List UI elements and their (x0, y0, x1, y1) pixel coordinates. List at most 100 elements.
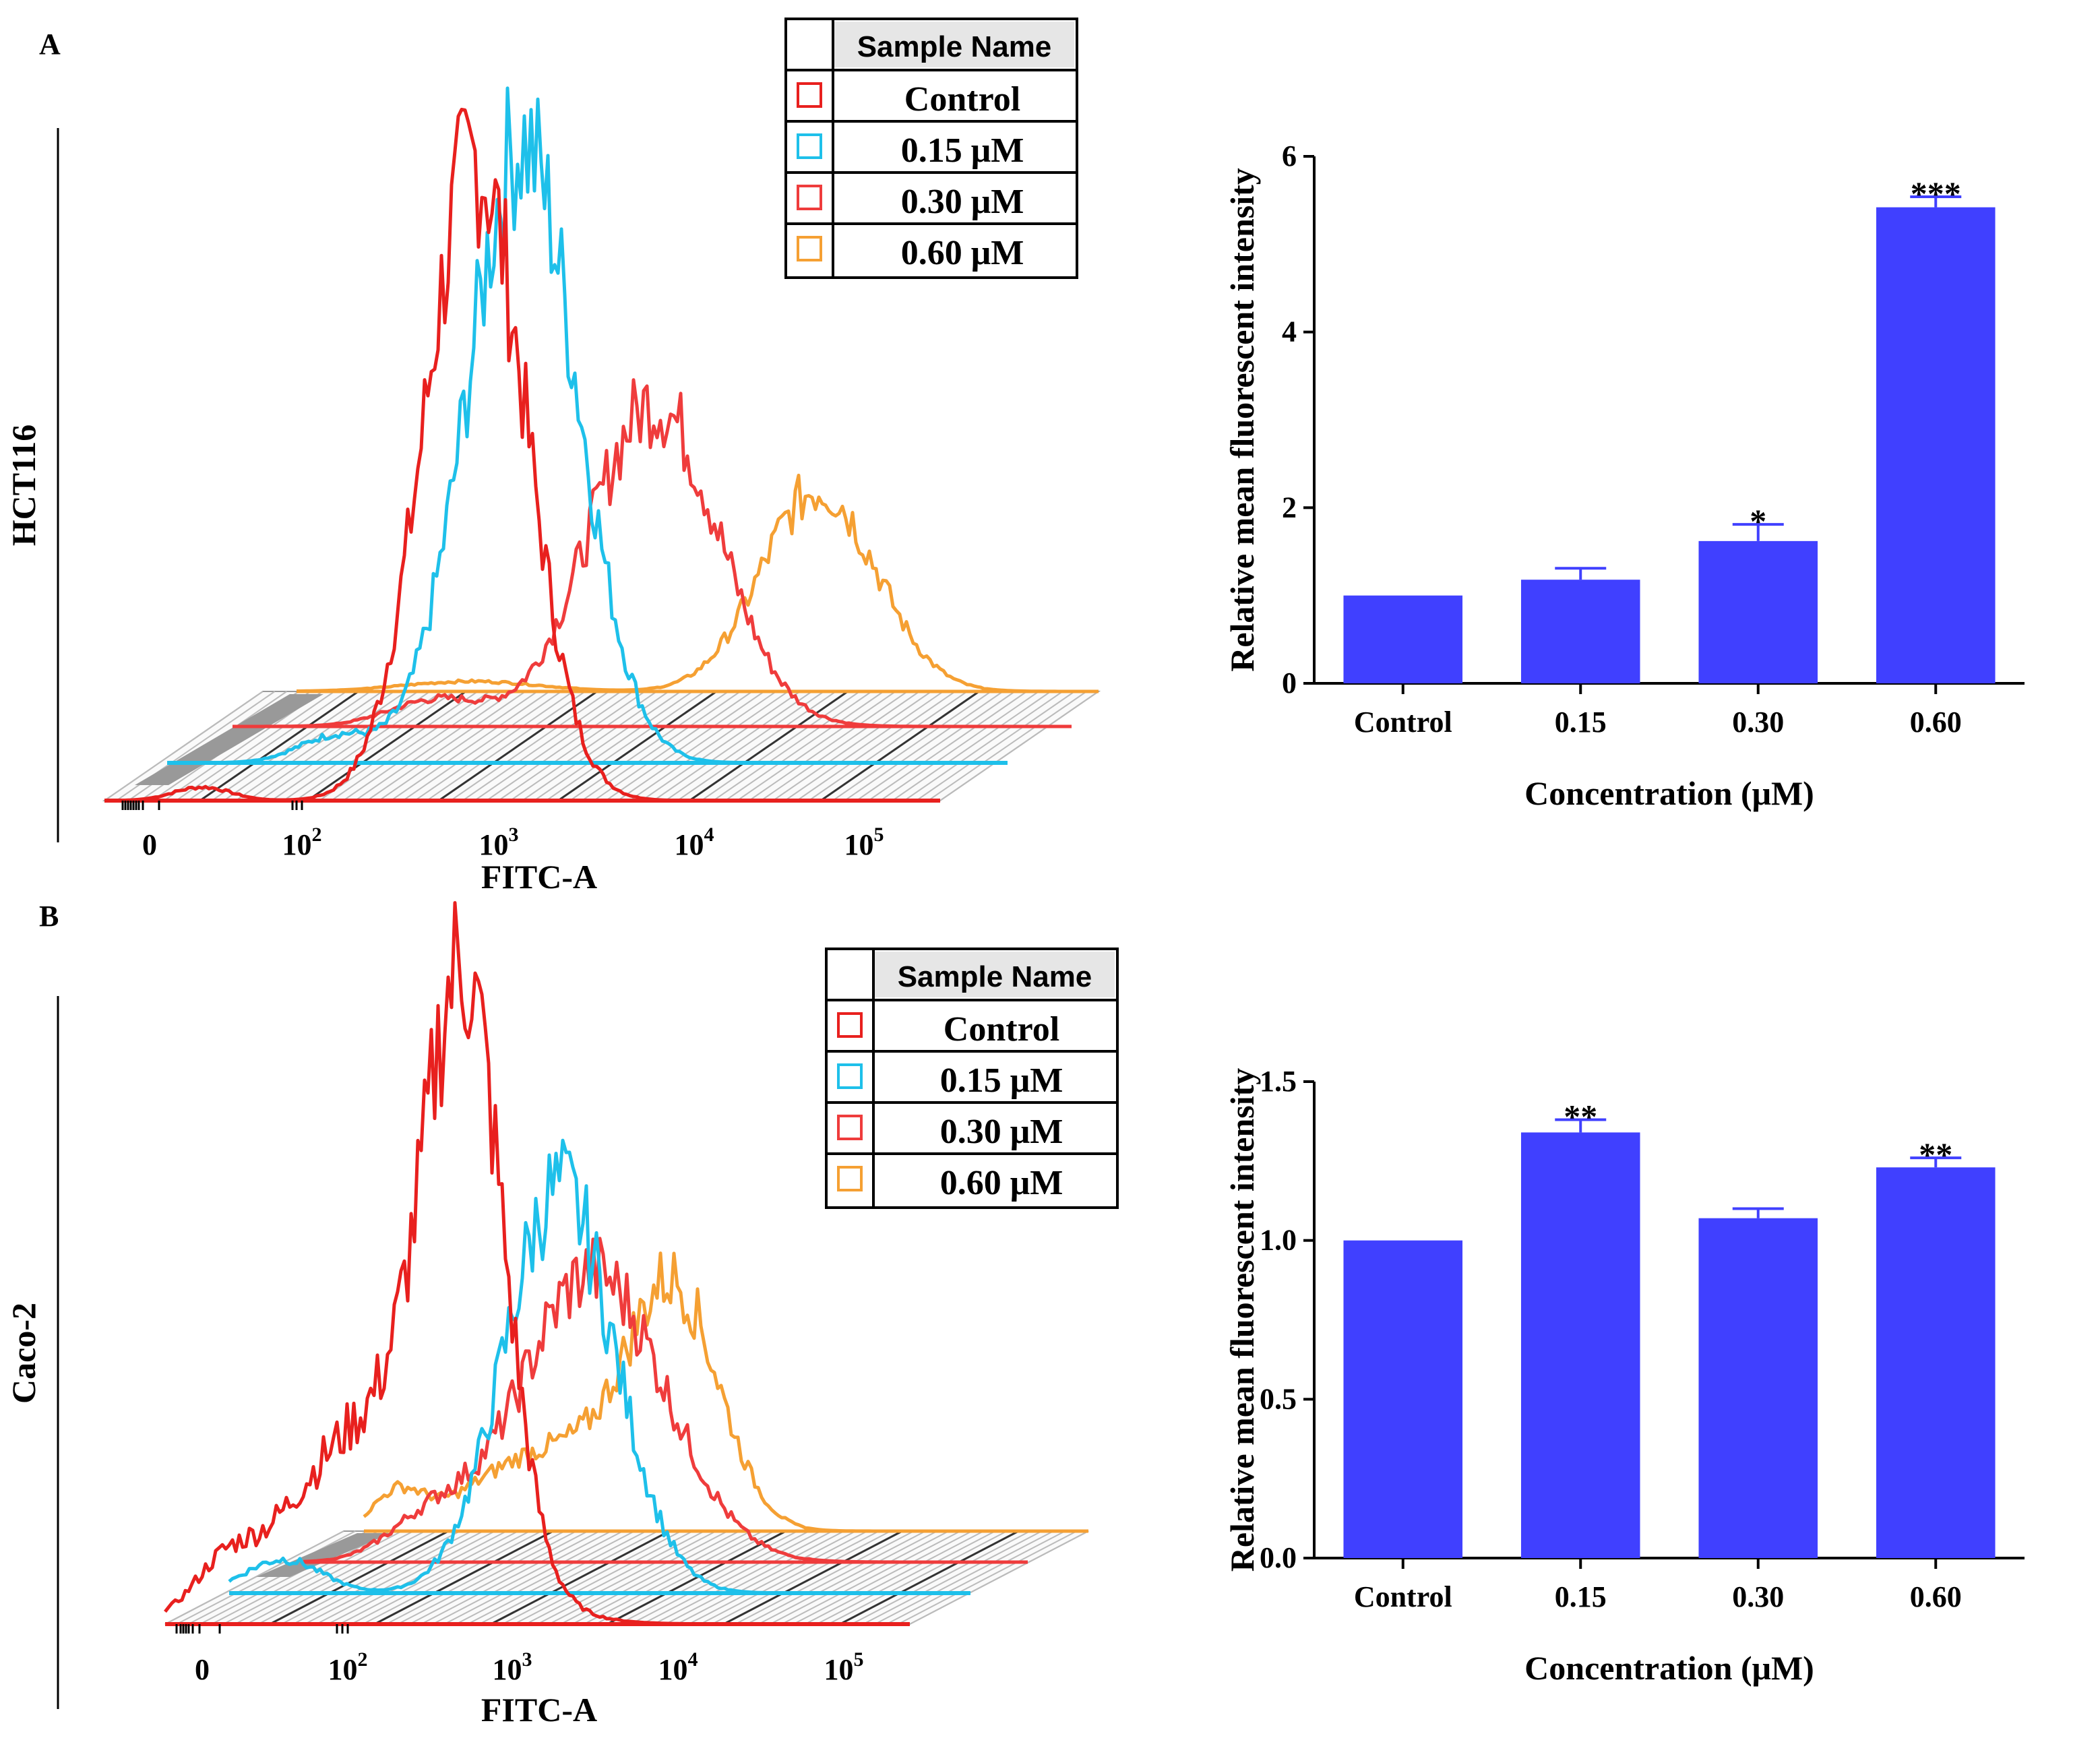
floor-line (367, 691, 526, 801)
histogram-trace-0-60 (297, 473, 1099, 693)
floor-line (781, 1530, 961, 1625)
floor-line (630, 1530, 810, 1625)
panel-letter: A (39, 28, 61, 61)
floor-line (246, 1530, 426, 1625)
floor-line (363, 1530, 542, 1625)
floor-line (904, 691, 1063, 801)
floor-line (557, 690, 717, 802)
legend-header: Sample Name (898, 960, 1092, 993)
floor-line (642, 1530, 822, 1625)
floor-line (342, 691, 502, 801)
floor-line (844, 691, 1003, 801)
floor-line (350, 1530, 530, 1625)
floor-line (832, 691, 992, 801)
floor-line (211, 691, 371, 801)
y-tick-label: 0.0 (1260, 1541, 1297, 1574)
floor-grid (104, 690, 1099, 802)
bar-x-label: Concentration (μM) (1524, 1649, 1814, 1687)
tick-0: 0 (142, 828, 157, 861)
floor-line (735, 1530, 915, 1625)
floor-line (569, 691, 729, 801)
floor-line (402, 691, 562, 801)
floor-line (629, 691, 789, 801)
floor-line (222, 1530, 402, 1625)
x-tick-label: Control (1354, 706, 1452, 739)
legend-label-0-30: 0.30 μM (940, 1113, 1063, 1151)
tick-10-4: 104 (675, 824, 714, 861)
histogram-trace-control (164, 901, 910, 1626)
y-tick-label: 1.5 (1260, 1065, 1297, 1098)
histogram-trace-0-15 (228, 1138, 970, 1595)
bar (1698, 1218, 1818, 1558)
floor-line (746, 1530, 926, 1625)
floor-line (339, 1530, 519, 1625)
floor-line (712, 691, 872, 801)
x-tick-label: 0.60 (1910, 706, 1962, 739)
floor-line (164, 1530, 344, 1625)
floor-line (378, 691, 538, 801)
tick-10-3: 103 (493, 1648, 532, 1686)
floor-line (281, 1530, 461, 1625)
bar-x-label: Concentration (μM) (1524, 774, 1814, 812)
y-tick-label: 4 (1282, 315, 1297, 348)
floor-line (247, 691, 407, 801)
significance-mark: ** (1564, 1098, 1597, 1136)
legend-swatch-0-60 (797, 236, 822, 261)
histogram-trace-control (104, 107, 940, 803)
legend-header: Sample Name (857, 30, 1052, 63)
legend-swatch-0-15 (837, 1063, 863, 1089)
y-tick-label: 2 (1282, 491, 1297, 524)
floor-line (319, 691, 478, 801)
floor-line (537, 1530, 716, 1625)
floor-line (443, 1530, 623, 1625)
legend-label-control: Control (904, 80, 1020, 119)
tick-10-4: 104 (658, 1648, 698, 1686)
floor-line (315, 1530, 495, 1625)
floor-line (211, 1530, 391, 1625)
legend-swatch-control (837, 1012, 863, 1038)
x-tick-label: 0.30 (1732, 706, 1784, 739)
floor-line (689, 690, 848, 802)
floor-line (724, 691, 884, 801)
floor-line (438, 690, 598, 802)
legend-label-0-15: 0.15 μM (901, 131, 1024, 170)
floor-line (607, 1530, 786, 1625)
floor-line (390, 691, 550, 801)
histogram-x-ticks: 0 102 103 104 105 (142, 824, 884, 861)
legend-swatch-0-60 (837, 1166, 863, 1191)
floor-line (175, 691, 335, 801)
cell-line-label: HCT116 (5, 425, 42, 547)
floor-line (700, 1530, 879, 1625)
legend-header-bg (834, 22, 1074, 67)
legend-label-0-15: 0.15 μM (940, 1061, 1063, 1100)
panel-a: A HCT116 0 102 103 104 (5, 18, 2025, 896)
floor-line (490, 1530, 671, 1625)
floor-line (641, 691, 801, 801)
bar-chart-caco-2: 0.0 0.5 1.0 1.5 Control 0.15 ** 0.30 0.60 ** Conce… (1223, 1065, 2025, 1687)
floor-line (805, 1530, 985, 1625)
histogram-trace-0-60 (363, 1251, 1088, 1533)
floor-line (462, 691, 621, 801)
histogram-3d (164, 901, 1089, 1634)
x-tick-label: 0.15 (1555, 706, 1607, 739)
y-tick-label: 1.0 (1260, 1224, 1297, 1257)
histogram-trace-0-30 (303, 1237, 1028, 1564)
floor-line (665, 1530, 844, 1625)
floor-line (784, 691, 944, 801)
floor-line (354, 691, 514, 801)
floor-line (808, 691, 968, 801)
floor-line (235, 1530, 414, 1625)
floor-line (793, 1530, 972, 1625)
floor-line (409, 1530, 589, 1625)
floor-line (605, 691, 765, 801)
x-tick-label: 0.30 (1732, 1580, 1784, 1613)
tick-0: 0 (195, 1653, 210, 1686)
bar (1343, 1240, 1463, 1558)
floor-line (653, 1530, 833, 1625)
bar (1876, 1167, 1996, 1558)
floor-line (304, 1530, 484, 1625)
bar-y-label: Relative mean fluorescent intensity (1223, 1068, 1261, 1572)
y-tick-label: 6 (1282, 139, 1297, 173)
floor-line (677, 1530, 857, 1625)
tick-10-5: 105 (824, 1648, 864, 1686)
